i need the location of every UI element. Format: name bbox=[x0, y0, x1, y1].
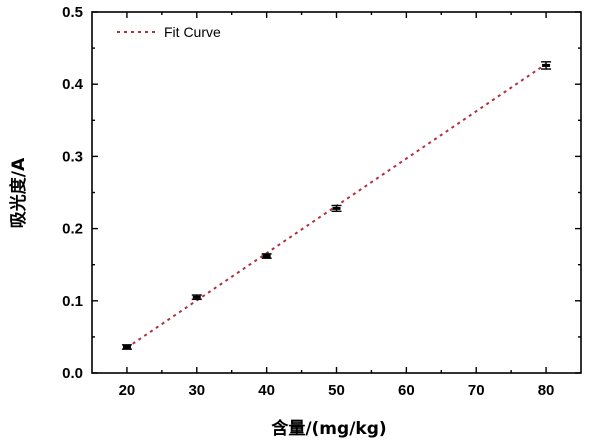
data-point bbox=[121, 344, 132, 350]
data-point bbox=[541, 61, 552, 70]
data-point bbox=[331, 204, 342, 212]
y-axis-title: 吸光度/A bbox=[8, 157, 29, 228]
y-tick-label: 0.0 bbox=[62, 365, 83, 382]
legend: Fit Curve bbox=[117, 24, 221, 40]
x-axis-title: 含量/(mg/kg) bbox=[271, 418, 386, 439]
plot-frame bbox=[91, 11, 582, 374]
legend-fit-curve-label: Fit Curve bbox=[164, 24, 221, 40]
axes bbox=[91, 11, 582, 374]
x-tick-label: 70 bbox=[468, 382, 485, 399]
data-marker bbox=[122, 345, 131, 349]
x-tick-label: 80 bbox=[538, 382, 555, 399]
x-tick-label: 30 bbox=[188, 382, 205, 399]
y-tick-label: 0.3 bbox=[62, 148, 83, 165]
data-marker bbox=[262, 254, 271, 258]
x-tick-label: 20 bbox=[119, 382, 136, 399]
ticks: 20 30 40 50 60 70 80 0.0 0.1 0.2 0.3 0.4 0.5 bbox=[62, 4, 581, 399]
x-tick-label: 60 bbox=[398, 382, 415, 399]
data-marker bbox=[542, 63, 551, 67]
x-tick-label: 40 bbox=[258, 382, 275, 399]
y-tick-label: 0.4 bbox=[62, 76, 84, 93]
y-tick-label: 0.2 bbox=[62, 221, 83, 238]
data-points-layer bbox=[121, 61, 552, 350]
data-point bbox=[191, 294, 202, 301]
y-tick-label: 0.1 bbox=[62, 293, 83, 310]
data-point bbox=[261, 253, 272, 259]
data-marker bbox=[332, 206, 341, 210]
x-tick-label: 50 bbox=[328, 382, 345, 399]
y-tick-label: 0.5 bbox=[62, 4, 83, 21]
data-marker bbox=[192, 295, 201, 299]
